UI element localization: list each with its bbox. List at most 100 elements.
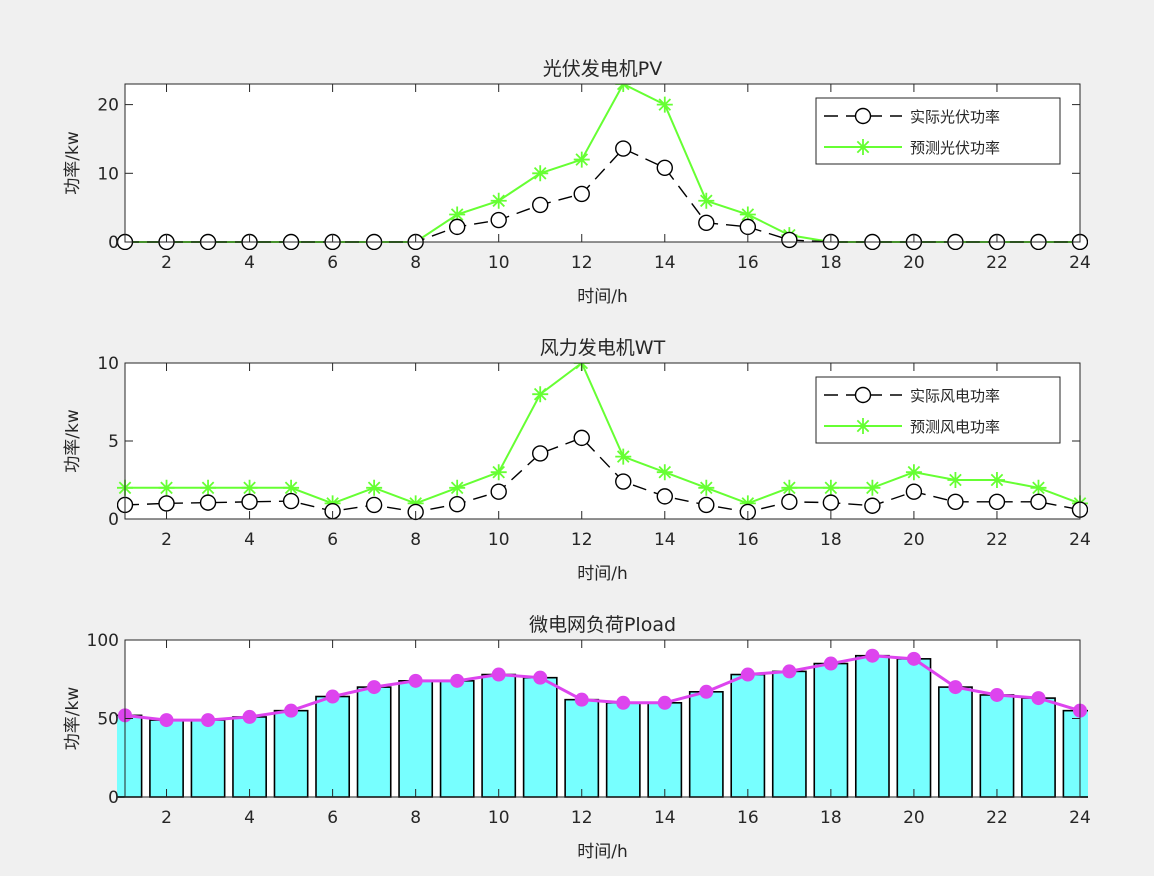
load-marker (201, 713, 216, 728)
predicted-series-marker (366, 479, 383, 496)
legend-actual-label: 实际光伏功率 (910, 108, 1000, 126)
predicted-series-marker (656, 96, 673, 113)
actual-series-marker (532, 196, 549, 214)
y-tick-label: 0 (108, 788, 119, 808)
x-tick-label: 24 (1069, 253, 1091, 273)
actual-series-marker (781, 493, 798, 511)
load-marker (450, 673, 465, 688)
legend-box (815, 97, 1061, 165)
x-tick-label: 14 (654, 808, 676, 828)
x-tick-label: 2 (161, 253, 172, 273)
plot-area (117, 648, 1088, 798)
x-tick-label: 10 (488, 808, 510, 828)
x-tick-label: 8 (410, 530, 421, 550)
load-bar (564, 698, 600, 798)
actual-series-marker (698, 214, 715, 231)
predicted-series-marker (656, 464, 673, 481)
load-bar (730, 673, 766, 798)
pv-subplot: 2 4 6 8 10 12 14 16 18 20 22 2401020光伏发电机PV时间/h功率/k… (63, 58, 1091, 307)
load-marker (948, 680, 963, 695)
legend-predicted-marker (855, 418, 871, 434)
x-tick-label: 20 (903, 253, 925, 273)
actual-series-marker (448, 218, 466, 236)
legend-predicted-label: 预测光伏功率 (910, 139, 1000, 157)
load-marker (159, 713, 174, 728)
x-axis-label: 时间/h (577, 842, 628, 862)
predicted-series-marker (781, 479, 798, 496)
x-tick-label: 10 (488, 530, 510, 550)
load-bar (356, 686, 392, 798)
load-marker (740, 667, 755, 682)
x-tick-label: 12 (571, 808, 593, 828)
load-marker (699, 684, 714, 699)
predicted-series-marker (739, 206, 756, 223)
y-tick-label: 20 (97, 96, 119, 116)
x-tick-label: 16 (737, 530, 759, 550)
legend-predicted-marker (855, 139, 871, 155)
load-marker (284, 703, 299, 718)
predicted-series-marker (822, 479, 839, 496)
load-bar (896, 658, 932, 798)
x-tick-label: 22 (986, 530, 1008, 550)
load-marker (906, 651, 921, 666)
y-tick-label: 0 (108, 233, 119, 253)
load-marker (865, 648, 880, 663)
wt-subplot: 2 4 6 8 10 12 14 16 18 20 22 240510风力发电机WT时间/h功率/kw… (63, 337, 1091, 584)
load-bar (481, 673, 517, 798)
load-bar (190, 719, 226, 798)
predicted-series-marker (283, 479, 300, 496)
actual-series-marker (947, 493, 964, 511)
predicted-series-marker (864, 479, 881, 496)
load-marker (367, 680, 382, 695)
load-bar (149, 719, 184, 798)
predicted-series-marker (573, 151, 590, 168)
x-tick-label: 18 (820, 808, 842, 828)
actual-series-marker (905, 483, 923, 500)
chart-title: 风力发电机WT (540, 337, 666, 359)
pload-subplot: 2 4 6 8 10 12 14 16 18 20 22 24050100微电网负荷Pload时间/h… (63, 614, 1091, 862)
x-tick-label: 4 (244, 808, 255, 828)
load-bar (938, 686, 973, 798)
x-tick-label: 18 (820, 530, 842, 550)
actual-series-marker (158, 495, 175, 512)
actual-series-marker (573, 429, 590, 447)
actual-series-marker (365, 496, 383, 514)
predicted-series-marker (490, 192, 507, 209)
load-marker (823, 656, 838, 671)
predicted-series-marker (490, 464, 507, 481)
actual-series-marker (615, 140, 632, 157)
predicted-series-marker (200, 479, 217, 496)
legend-actual-label: 实际风电功率 (910, 387, 1000, 405)
x-tick-label: 6 (327, 808, 338, 828)
y-tick-label: 100 (87, 631, 119, 651)
y-tick-label: 0 (108, 510, 119, 530)
load-bar (813, 662, 849, 798)
actual-series-marker (739, 218, 757, 236)
actual-series-marker (490, 211, 507, 229)
x-tick-label: 20 (903, 808, 925, 828)
load-bar (315, 695, 351, 798)
x-tick-label: 16 (737, 808, 759, 828)
axes-frame (124, 83, 1081, 243)
x-tick-label: 2 (161, 530, 172, 550)
load-bar (854, 654, 890, 798)
actual-series-marker (1030, 493, 1047, 511)
predicted-series-marker (158, 479, 175, 496)
load-marker (657, 695, 672, 710)
actual-series-marker (988, 493, 1006, 511)
x-tick-label: 24 (1069, 530, 1091, 550)
predicted-series-marker (449, 206, 466, 223)
actual-series-marker (448, 495, 466, 513)
x-tick-label: 14 (654, 530, 676, 550)
actual-series-marker (656, 159, 673, 177)
load-marker (408, 673, 423, 688)
load-marker (242, 709, 257, 724)
predicted-series-marker (698, 479, 715, 496)
load-marker (1031, 691, 1046, 706)
chart-title: 光伏发电机PV (543, 58, 662, 80)
load-bar (439, 680, 475, 798)
y-tick-label: 50 (97, 710, 119, 730)
actual-series-marker (199, 494, 217, 511)
